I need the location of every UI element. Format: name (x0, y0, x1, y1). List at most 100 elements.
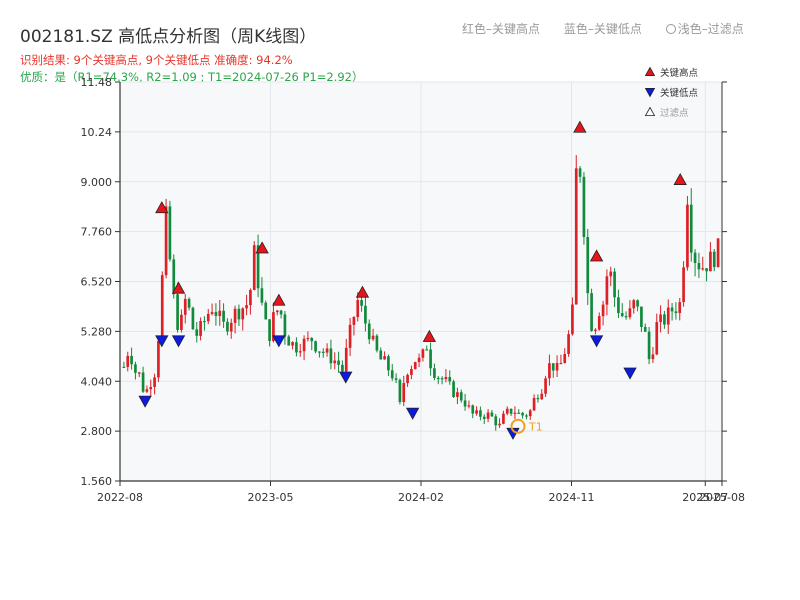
candle-body (402, 383, 406, 403)
candle-body (689, 204, 693, 253)
candle-body (609, 271, 613, 277)
candle-body (356, 300, 360, 317)
candle-body (456, 392, 459, 397)
candle-body (141, 372, 145, 392)
candle-body (237, 308, 241, 320)
y-tick-label: 9.000 (81, 176, 113, 189)
legend-high-icon (644, 66, 656, 76)
candle-body (145, 389, 149, 392)
candle-body (632, 300, 636, 309)
candle-body (716, 238, 720, 268)
candle-body (291, 342, 294, 346)
candle-body (425, 349, 429, 351)
candle-body (383, 356, 386, 360)
candle-body (536, 397, 540, 400)
legend-low-label: 关键低点 (660, 87, 699, 99)
y-tick-label: 11.48 (81, 76, 113, 89)
candle-body (172, 259, 176, 295)
candle-body (544, 378, 547, 394)
candle-body (314, 341, 317, 352)
candle-body (624, 316, 628, 318)
candle-body (302, 338, 306, 352)
key-high-marker (573, 120, 587, 133)
candle-body (325, 348, 329, 353)
candle-body (686, 204, 689, 268)
candle-body (126, 355, 130, 367)
candle-body (597, 316, 601, 330)
candle-body (709, 251, 712, 272)
candle-body (149, 386, 153, 390)
result-summary: 识别结果: 9个关键高点, 9个关键低点 准确度: 94.2% (20, 53, 293, 67)
candle-body (643, 326, 647, 332)
candle-body (674, 311, 678, 314)
candle-body (222, 310, 225, 322)
candle-body (574, 168, 578, 305)
candle-body (705, 268, 708, 272)
candle-body (479, 410, 482, 417)
candle-body (666, 307, 670, 325)
candle-body (306, 337, 310, 340)
candle-body (249, 289, 252, 306)
candle-body (199, 321, 202, 336)
candle-body (429, 349, 432, 369)
candle-body (256, 245, 260, 289)
key-high-marker (673, 172, 687, 185)
key-low-marker (339, 371, 353, 384)
candle-body (233, 308, 237, 323)
candle-body (275, 310, 279, 313)
candle-body (287, 336, 291, 346)
markers: T1 (138, 120, 687, 440)
candle-body (206, 313, 210, 322)
candle-body (582, 176, 586, 238)
candle-body (528, 410, 532, 417)
candle-body (482, 416, 486, 419)
candle-body (153, 377, 156, 387)
candle-body (298, 351, 302, 353)
top-legend-light: 浅色–过滤点 (665, 22, 744, 36)
candle-body (494, 416, 498, 426)
candle-body (452, 381, 455, 397)
candle-body (387, 356, 390, 371)
candle-body (371, 335, 375, 340)
candle-body (413, 362, 417, 370)
candle-body (279, 310, 283, 315)
candle-body (433, 368, 436, 378)
candle-body (659, 314, 662, 323)
candle-body (701, 268, 705, 270)
candle-body (559, 362, 563, 365)
x-tick-label: 2025-07 (682, 491, 728, 504)
axes: 1.560 2.800 4.040 5.280 6.520 7.760 9.000 10.24… (81, 76, 745, 504)
top-legend-red: 红色–关键高点 (462, 22, 541, 36)
candle-body (540, 393, 544, 400)
candle-body (590, 293, 593, 331)
key-high-marker (355, 285, 370, 298)
y-tick-label: 1.560 (81, 475, 113, 488)
candle-body (329, 348, 333, 364)
key-high-marker (422, 329, 437, 342)
candle-body (517, 412, 521, 414)
candle-body (617, 297, 620, 314)
candle-body (137, 372, 141, 374)
candle-body (605, 276, 609, 305)
candle-body (157, 341, 160, 378)
y-tick-label: 10.24 (81, 126, 113, 139)
candle-body (226, 321, 229, 332)
y-tick-label: 5.280 (81, 325, 113, 338)
candle-body (410, 369, 413, 375)
candle-body (241, 308, 245, 320)
candle-body (398, 379, 402, 403)
candle-body (272, 312, 275, 341)
candle-body (509, 408, 513, 414)
candle-body (594, 329, 597, 331)
key-low-marker (506, 427, 520, 440)
candle-body (310, 337, 314, 342)
candle-body (245, 305, 248, 309)
legend-low-icon (644, 88, 656, 98)
candle-body (321, 351, 325, 353)
candle-body (670, 307, 674, 312)
t1-label: T1 (528, 420, 543, 433)
key-low-marker (623, 367, 637, 380)
candle-body (440, 378, 444, 380)
key-high-marker (255, 241, 269, 254)
